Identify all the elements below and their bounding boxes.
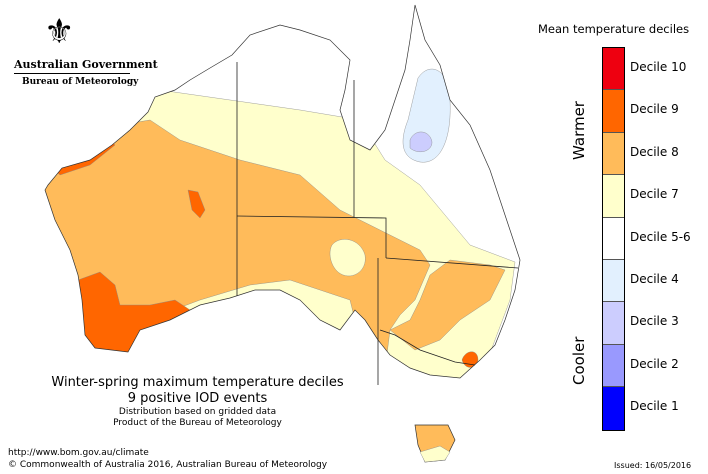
source-url[interactable]: http://www.bom.gov.au/climate <box>8 448 149 458</box>
legend-label: Decile 4 <box>630 272 679 286</box>
issued-date: Issued: 16/05/2016 <box>614 461 692 470</box>
legend-swatch <box>603 302 624 345</box>
logo-bom-text: Bureau of Meteorology <box>22 77 139 87</box>
legend-swatch <box>603 217 624 260</box>
legend-colorbar <box>602 47 625 431</box>
coat-of-arms-logo: ⚜ <box>44 12 75 52</box>
logo-divider <box>14 73 130 74</box>
legend-label: Decile 1 <box>630 399 679 414</box>
legend-swatch <box>603 48 624 91</box>
map-subtitle: 9 positive IOD events <box>127 391 268 406</box>
legend-label: Decile 2 <box>630 356 679 371</box>
legend-label: Decile 8 <box>630 144 679 159</box>
legend-label: Decile 10 <box>630 60 687 74</box>
map-note-data: Distribution based on gridded data <box>118 407 277 417</box>
legend-swatch <box>603 259 624 303</box>
map-note-product: Product of the Bureau of Meteorology <box>113 418 282 428</box>
region-decile-3 <box>409 131 433 153</box>
warmer-label: Warmer <box>570 101 588 160</box>
state-borders <box>236 62 519 385</box>
copyright: © Commonwealth of Australia 2016, Austra… <box>8 460 328 470</box>
legend-swatch <box>603 132 624 176</box>
legend-label: Decile 7 <box>630 187 679 202</box>
region-decile-7-lake <box>329 239 366 277</box>
legend-label: Decile 5-6 <box>630 229 691 244</box>
tasmania <box>414 424 456 463</box>
legend-swatch <box>603 344 624 388</box>
legend-label: Decile 3 <box>630 314 679 329</box>
legend-swatch <box>603 387 624 430</box>
logo-government-text: Australian Government <box>14 58 158 71</box>
map-title: Winter-spring maximum temperature decile… <box>51 375 344 390</box>
cooler-label: Cooler <box>570 336 588 385</box>
legend-swatch <box>603 175 624 218</box>
region-decile-9-inland <box>187 189 206 219</box>
legend-label: Decile 9 <box>630 102 679 117</box>
legend-title: Mean temperature deciles <box>538 22 690 36</box>
legend-swatch <box>603 90 624 133</box>
